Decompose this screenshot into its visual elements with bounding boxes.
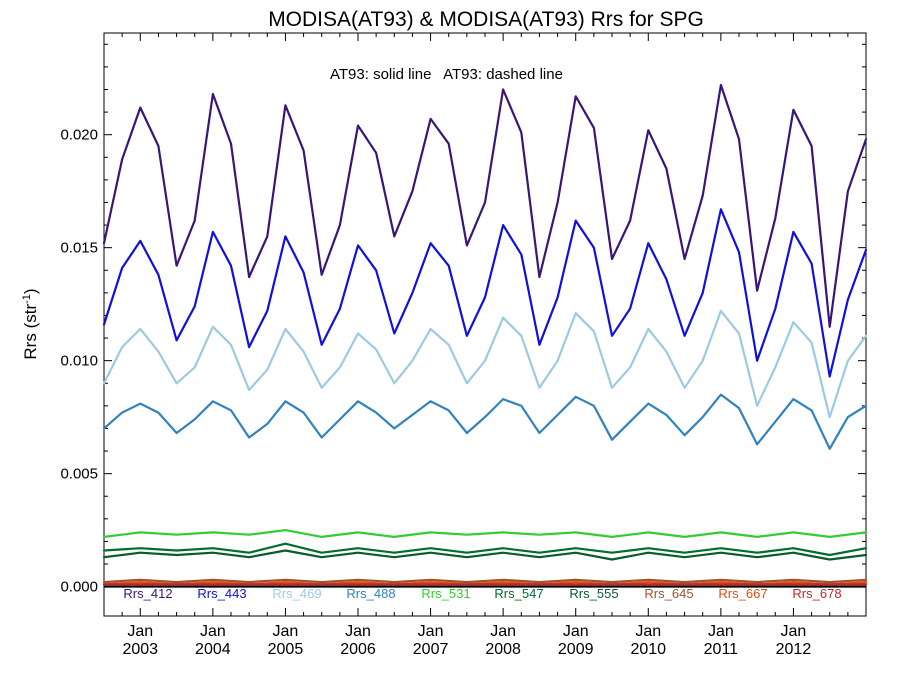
y-tick-label: 0.010 <box>60 353 98 370</box>
legend-entry-rrs-547: Rrs_547 <box>494 586 543 601</box>
x-tick-month-label: Jan <box>490 623 516 640</box>
x-tick-year-label: 2008 <box>485 641 521 658</box>
series-line-rrs-443 <box>102 208 868 378</box>
legend-entry-rrs-667: Rrs_667 <box>718 586 767 601</box>
axes-layer: 0.0000.0050.0100.0150.020Jan2003Jan2004J… <box>60 33 866 658</box>
y-axis-label-exponent: -1 <box>21 294 33 304</box>
legend-entry-rrs-555: Rrs_555 <box>569 586 618 601</box>
x-tick-year-label: 2010 <box>630 641 666 658</box>
x-tick-year-label: 2003 <box>122 641 158 658</box>
chart-title: MODISA(AT93) & MODISA(AT93) Rrs for SPG <box>268 8 704 31</box>
x-tick-year-label: 2011 <box>704 641 739 658</box>
legend-entry-rrs-678: Rrs_678 <box>792 586 841 601</box>
y-axis-label-close: ) <box>21 288 40 294</box>
x-tick-month-label: Jan <box>635 623 661 640</box>
x-tick-month-label: Jan <box>273 623 299 640</box>
x-tick-month-label: Jan <box>563 623 589 640</box>
x-tick-year-label: 2005 <box>268 641 304 658</box>
x-tick-year-label: 2007 <box>413 641 449 658</box>
legend-entry-rrs-488: Rrs_488 <box>346 586 395 601</box>
series-line-rrs-488 <box>102 393 868 450</box>
x-tick-year-label: 2006 <box>340 641 376 658</box>
y-tick-label: 0.000 <box>60 579 98 596</box>
legend-entry-rrs-645: Rrs_645 <box>644 586 693 601</box>
series-line-rrs-547 <box>102 542 868 557</box>
legend: Rrs_412 Rrs_443 Rrs_469 Rrs_488 Rrs_531 Rrs_5… <box>123 586 841 601</box>
x-tick-month-label: Jan <box>127 623 153 640</box>
x-tick-year-label: 2009 <box>558 641 594 658</box>
legend-entry-rrs-531: Rrs_531 <box>421 586 470 601</box>
x-tick-year-label: 2012 <box>776 641 812 658</box>
x-tick-month-label: Jan <box>418 623 444 640</box>
x-tick-month-label: Jan <box>781 623 807 640</box>
series-line-rrs-555 <box>102 549 868 561</box>
x-tick-month-label: Jan <box>200 623 226 640</box>
y-axis-label-base: Rrs (str <box>21 304 40 360</box>
y-axis-label: Rrs (str-1) <box>21 288 40 359</box>
series-line-rrs-531 <box>102 528 868 539</box>
legend-entry-rrs-443: Rrs_443 <box>197 586 246 601</box>
x-tick-year-label: 2004 <box>195 641 231 658</box>
x-tick-month-label: Jan <box>345 623 371 640</box>
y-tick-label: 0.005 <box>60 466 98 483</box>
series-line-rrs-469 <box>102 309 868 419</box>
series-line-rrs-645 <box>102 578 868 584</box>
x-tick-month-label: Jan <box>708 623 734 640</box>
y-tick-label: 0.020 <box>60 127 98 144</box>
legend-entry-rrs-412: Rrs_412 <box>123 586 172 601</box>
legend-entry-rrs-469: Rrs_469 <box>272 586 321 601</box>
line-style-annotation: AT93: solid line AT93: dashed line <box>330 66 563 83</box>
series-line-rrs-667 <box>102 580 868 586</box>
series-line-rrs-412 <box>102 83 868 328</box>
y-tick-label: 0.015 <box>60 240 98 257</box>
series-layer <box>102 83 868 586</box>
